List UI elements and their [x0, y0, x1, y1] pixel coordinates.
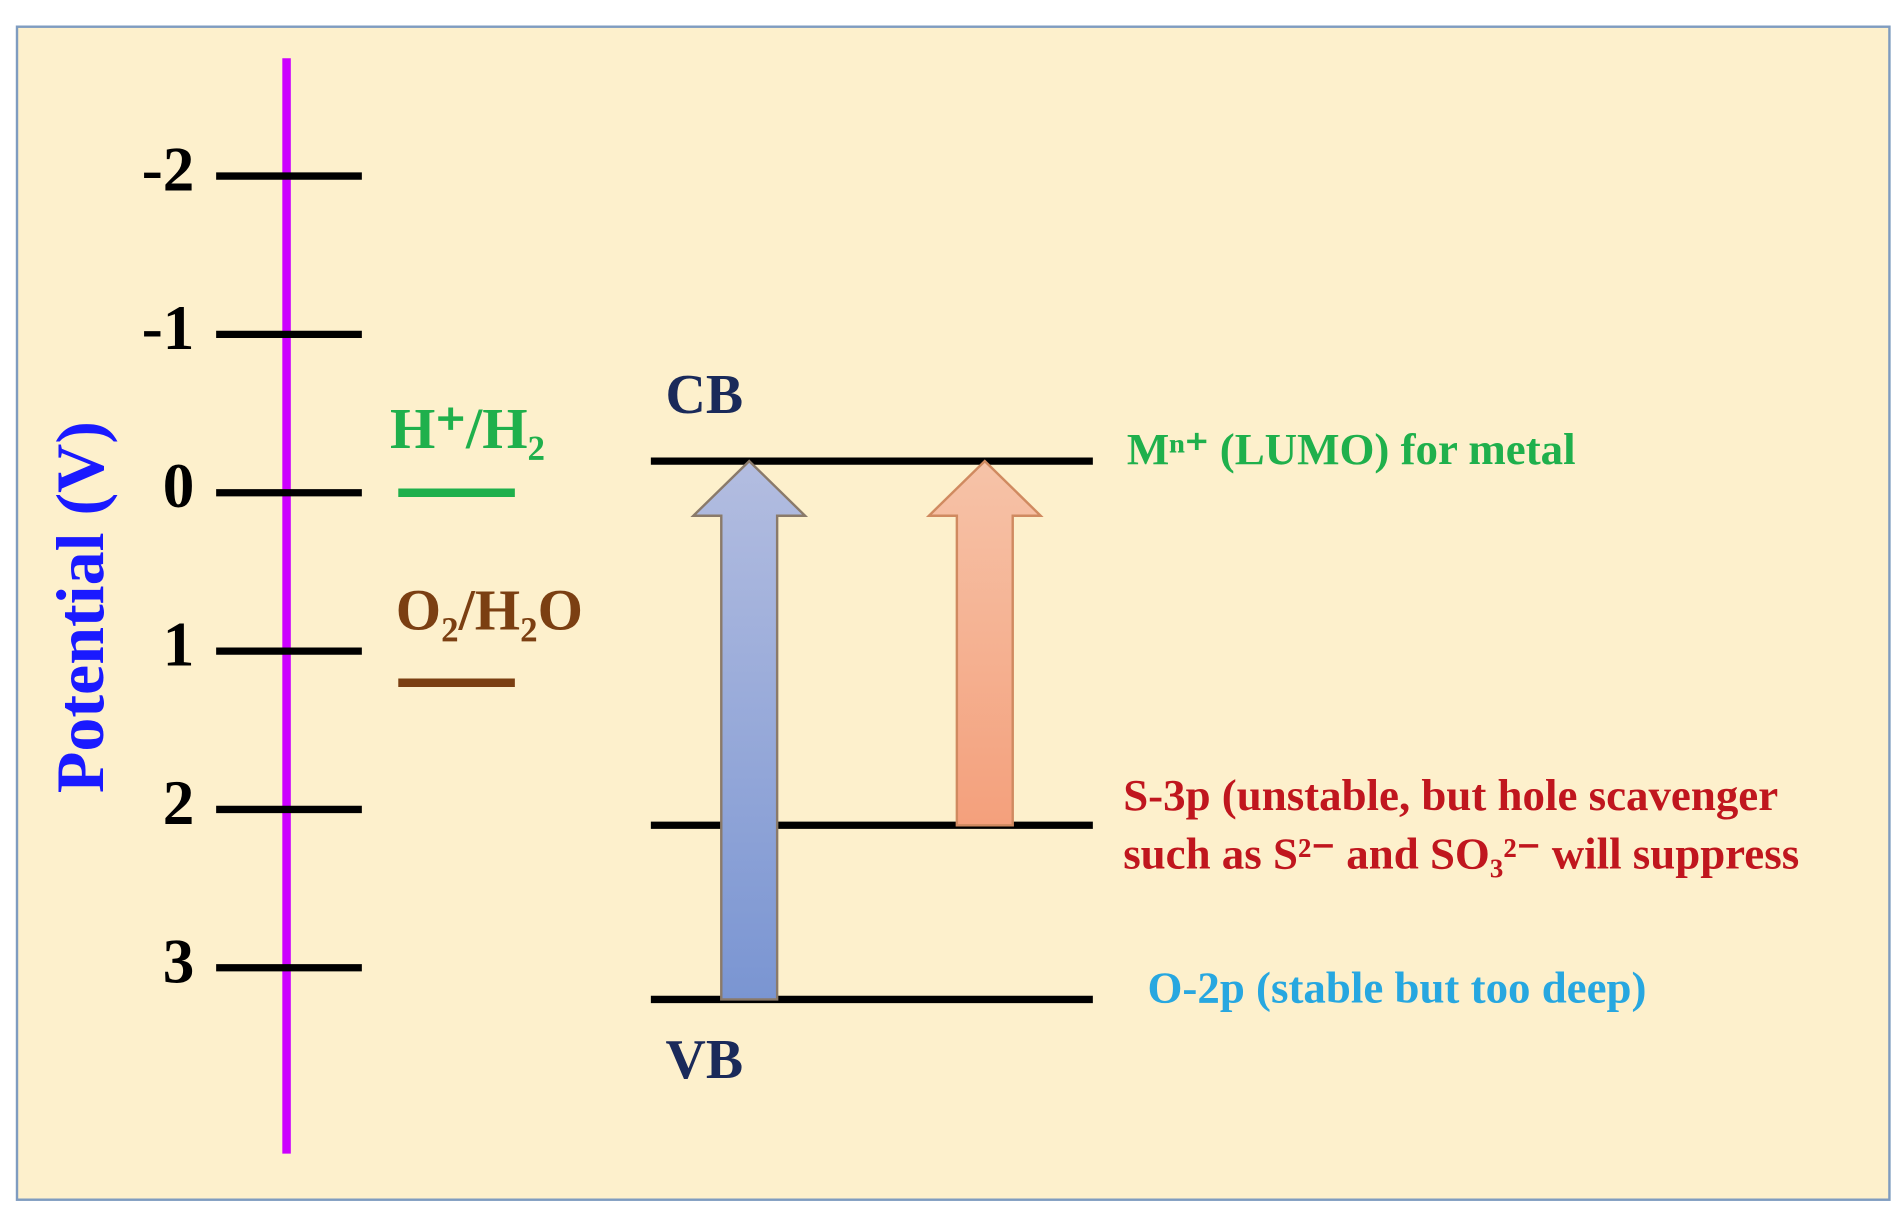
vb-label: VB — [665, 1029, 743, 1091]
level-label: Mⁿ⁺ (LUMO) for metal — [1127, 424, 1576, 474]
tick-label: -2 — [142, 135, 195, 205]
tick-label: 2 — [163, 768, 195, 838]
redox-label: H⁺/H₂ — [390, 396, 545, 461]
background — [15, 25, 1891, 1201]
tick-label: 1 — [163, 610, 195, 680]
redox-label: O₂/H₂O — [396, 577, 583, 642]
excitation-arrow — [690, 459, 809, 1001]
tick-label: -1 — [142, 293, 195, 363]
axis-label: Potential (V) — [42, 421, 118, 793]
level-label: such as S²⁻ and SO₃²⁻ will suppress — [1123, 828, 1799, 878]
tick-label: 3 — [163, 926, 195, 996]
level-label: O-2p (stable but too deep) — [1148, 962, 1647, 1012]
level-label: S-3p (unstable, but hole scavenger — [1123, 770, 1778, 820]
cb-label: CB — [665, 364, 743, 426]
tick-label: 0 — [163, 451, 195, 521]
excitation-arrow — [925, 459, 1044, 827]
